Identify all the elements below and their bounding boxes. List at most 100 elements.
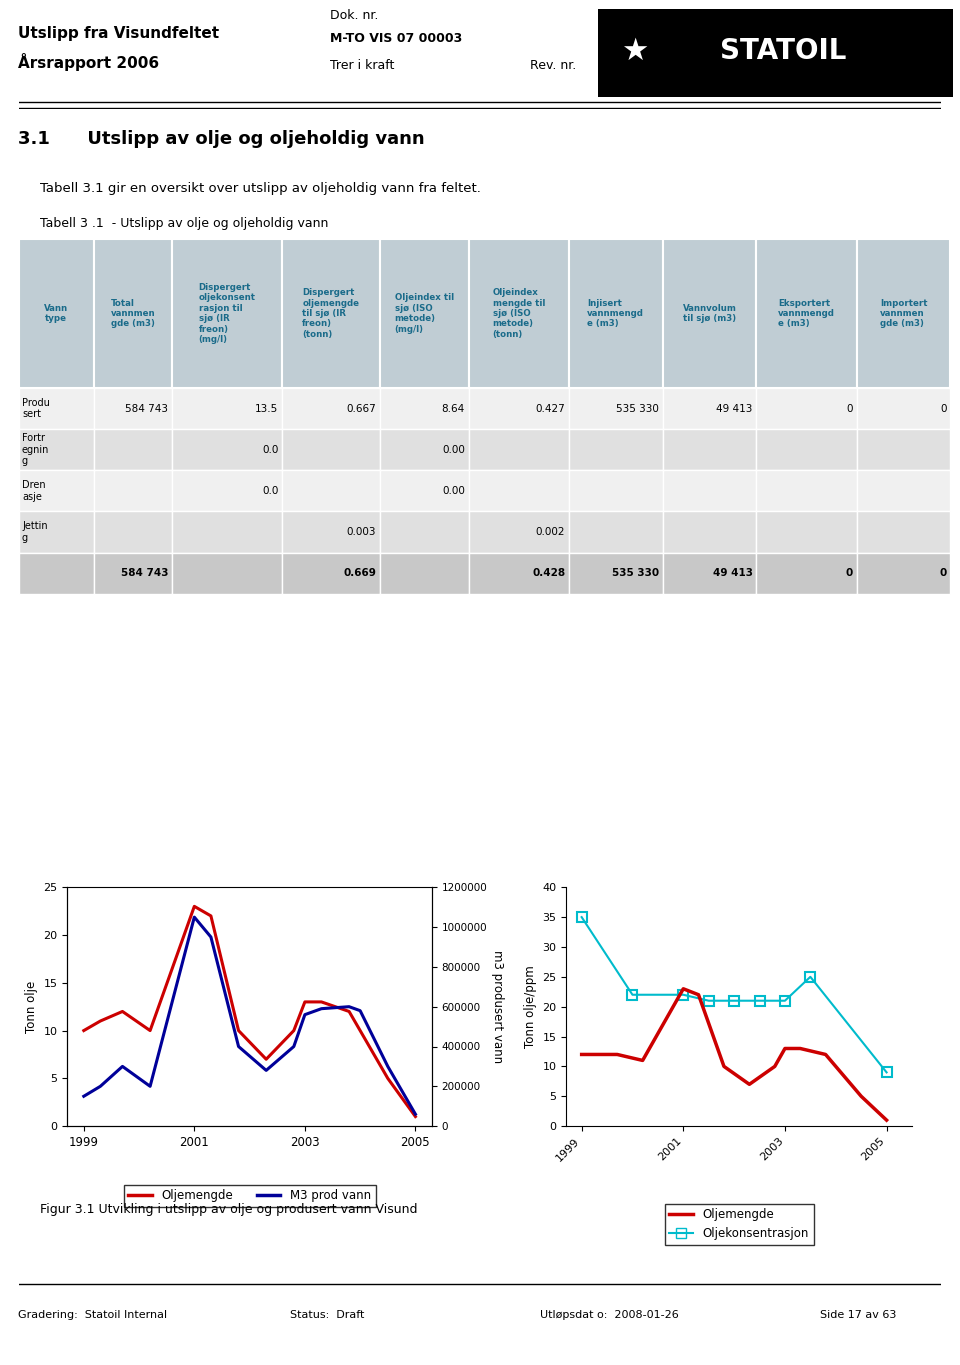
Text: Dren
asje: Dren asje [22,480,46,502]
Bar [856,239,950,388]
Bar [569,388,662,429]
Bar [19,239,94,388]
Bar [379,239,468,388]
Text: Side 17 av 63: Side 17 av 63 [820,1310,897,1320]
Text: Oljeindex
mengde til
sjø (ISO
metode)
(tonn): Oljeindex mengde til sjø (ISO metode) (t… [492,288,545,339]
Text: Vann
type: Vann type [44,303,68,324]
Text: 0.428: 0.428 [532,568,565,579]
Text: Tabell 3.1 gir en oversikt over utslipp av oljeholdig vann fra feltet.: Tabell 3.1 gir en oversikt over utslipp … [40,182,481,195]
Bar [94,471,172,512]
Text: 8.64: 8.64 [442,404,465,414]
Text: 584 743: 584 743 [121,568,168,579]
Text: Total
vannmen
gde (m3): Total vannmen gde (m3) [110,299,156,329]
Bar [172,388,282,429]
Bar [468,429,569,471]
Text: Importert
vannmen
gde (m3): Importert vannmen gde (m3) [879,299,927,329]
Text: 3.1      Utslipp av olje og oljeholdig vann: 3.1 Utslipp av olje og oljeholdig vann [18,130,424,149]
Text: Tabell 3 .1  - Utslipp av olje og oljeholdig vann: Tabell 3 .1 - Utslipp av olje og oljehol… [40,217,328,231]
Bar [468,512,569,553]
Bar [19,388,94,429]
Bar [379,429,468,471]
Bar [282,553,379,594]
Bar [856,512,950,553]
Bar [662,388,756,429]
Legend: Oljemengde, Oljekonsentrasjon: Oljemengde, Oljekonsentrasjon [664,1204,814,1245]
Bar [662,471,756,512]
Bar [94,239,172,388]
Bar [19,553,94,594]
Bar [379,553,468,594]
Text: Produ
sert: Produ sert [22,397,50,419]
Bar [756,553,856,594]
Bar [468,388,569,429]
Bar [569,553,662,594]
Text: 0.002: 0.002 [536,527,565,536]
Text: Status:  Draft: Status: Draft [290,1310,365,1320]
Bar [756,471,856,512]
Bar [172,512,282,553]
Y-axis label: m3 produsert vann: m3 produsert vann [492,950,504,1063]
Text: Figur 3.1 Utvikling i utslipp av olje og produsert vann Visund: Figur 3.1 Utvikling i utslipp av olje og… [40,1203,418,1216]
Text: 49 413: 49 413 [712,568,753,579]
Bar [172,553,282,594]
Text: 13.5: 13.5 [255,404,278,414]
Bar [379,512,468,553]
Text: 49 413: 49 413 [716,404,753,414]
Bar [94,553,172,594]
Text: Utslipp fra Visundfeltet: Utslipp fra Visundfeltet [18,26,219,41]
Text: ★: ★ [621,37,649,66]
Bar [94,429,172,471]
Bar [379,388,468,429]
Bar [756,388,856,429]
Y-axis label: Tonn olje/ppm: Tonn olje/ppm [524,965,537,1048]
Text: 0: 0 [940,568,947,579]
Bar [569,512,662,553]
Bar [662,553,756,594]
Legend: Oljemengde, M3 prod vann: Oljemengde, M3 prod vann [124,1185,375,1207]
Bar [856,553,950,594]
Text: Fortr
egnin
g: Fortr egnin g [22,433,49,467]
Text: Jettin
g: Jettin g [22,521,48,543]
Bar [468,239,569,388]
Bar [468,553,569,594]
Bar [756,429,856,471]
Bar [172,239,282,388]
Text: 0.0: 0.0 [262,486,278,495]
Bar [19,471,94,512]
Text: 0.00: 0.00 [442,486,465,495]
Bar [19,429,94,471]
Text: 0.00: 0.00 [442,445,465,455]
Text: 0: 0 [940,404,947,414]
Text: Dok. nr.: Dok. nr. [330,10,378,22]
Text: Eksportert
vannmengd
e (m3): Eksportert vannmengd e (m3) [778,299,835,329]
Bar [94,388,172,429]
Text: Utløpsdat o:  2008-01-26: Utløpsdat o: 2008-01-26 [540,1310,679,1320]
Bar [662,429,756,471]
Bar [756,512,856,553]
Text: Gradering:  Statoil Internal: Gradering: Statoil Internal [18,1310,167,1320]
Text: 0.003: 0.003 [347,527,376,536]
Bar [662,512,756,553]
Text: Oljeindex til
sjø (ISO
metode)
(mg/l): Oljeindex til sjø (ISO metode) (mg/l) [395,293,454,333]
Bar [569,239,662,388]
Text: Dispergert
oljekonsent
rasjon til
sjø (IR
freon)
(mg/l): Dispergert oljekonsent rasjon til sjø (I… [199,283,255,344]
Text: 535 330: 535 330 [616,404,659,414]
Text: 0.427: 0.427 [536,404,565,414]
Text: 0.669: 0.669 [343,568,376,579]
Text: 584 743: 584 743 [126,404,168,414]
Bar [662,239,756,388]
Bar [172,429,282,471]
Bar [282,239,379,388]
Bar [856,429,950,471]
Bar [468,471,569,512]
FancyBboxPatch shape [598,10,953,97]
Text: 0: 0 [846,568,853,579]
Bar [856,388,950,429]
Bar [379,471,468,512]
Text: Vannvolum
til sjø (m3): Vannvolum til sjø (m3) [683,303,736,324]
Bar [172,471,282,512]
Bar [569,471,662,512]
Text: Årsrapport 2006: Årsrapport 2006 [18,53,159,71]
Bar [282,512,379,553]
Text: Dispergert
oljemengde
til sjø (IR
freon)
(tonn): Dispergert oljemengde til sjø (IR freon)… [302,288,359,339]
